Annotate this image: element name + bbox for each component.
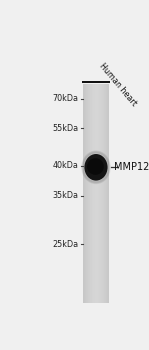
Bar [91, 84, 92, 303]
Bar [95, 84, 96, 303]
Bar [105, 84, 106, 303]
Ellipse shape [82, 152, 110, 183]
Text: MMP12: MMP12 [114, 162, 149, 172]
Bar [99, 84, 100, 303]
Text: 35kDa: 35kDa [53, 191, 79, 200]
Bar [97, 84, 98, 303]
Text: 25kDa: 25kDa [53, 240, 79, 248]
Ellipse shape [83, 153, 109, 182]
Text: 70kDa: 70kDa [53, 94, 79, 103]
Bar [100, 84, 101, 303]
Ellipse shape [84, 154, 108, 181]
Bar [107, 84, 108, 303]
Bar [102, 84, 103, 303]
Bar [89, 84, 90, 303]
Bar [101, 84, 102, 303]
Bar [107, 84, 108, 303]
Bar [102, 84, 103, 303]
Ellipse shape [84, 154, 108, 181]
Bar [98, 84, 99, 303]
Bar [103, 84, 104, 303]
Bar [106, 84, 107, 303]
Bar [86, 84, 87, 303]
Bar [83, 84, 84, 303]
Ellipse shape [81, 150, 111, 184]
Bar [85, 84, 86, 303]
Ellipse shape [82, 151, 110, 184]
Bar [88, 84, 89, 303]
Bar [104, 84, 105, 303]
Ellipse shape [83, 153, 108, 182]
Bar [86, 84, 87, 303]
Bar [96, 84, 97, 303]
Bar [93, 84, 94, 303]
Bar [90, 84, 91, 303]
Bar [95, 84, 96, 303]
Bar [88, 84, 89, 303]
Bar [91, 84, 92, 303]
Ellipse shape [87, 158, 104, 175]
Bar [108, 84, 109, 303]
Bar [93, 84, 94, 303]
Bar [94, 84, 95, 303]
Ellipse shape [83, 152, 109, 183]
Text: 55kDa: 55kDa [53, 124, 79, 133]
Bar [100, 84, 101, 303]
Bar [84, 84, 85, 303]
Bar [82, 81, 110, 83]
Bar [92, 84, 93, 303]
Text: Human heart: Human heart [98, 62, 139, 108]
Bar [105, 84, 106, 303]
Bar [87, 84, 88, 303]
Text: 40kDa: 40kDa [53, 161, 79, 170]
Bar [98, 84, 99, 303]
